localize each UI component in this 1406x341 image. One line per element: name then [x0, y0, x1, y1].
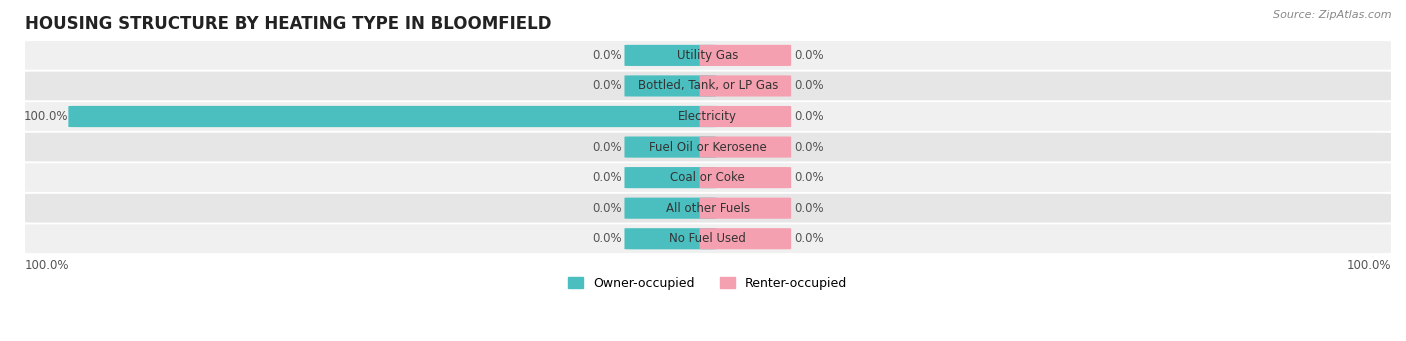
Text: 0.0%: 0.0% [794, 140, 824, 153]
FancyBboxPatch shape [700, 45, 792, 66]
Text: Bottled, Tank, or LP Gas: Bottled, Tank, or LP Gas [638, 79, 778, 92]
FancyBboxPatch shape [624, 198, 716, 219]
Text: 0.0%: 0.0% [794, 232, 824, 245]
FancyBboxPatch shape [25, 72, 1391, 100]
Text: 0.0%: 0.0% [592, 202, 621, 215]
Text: 0.0%: 0.0% [592, 232, 621, 245]
FancyBboxPatch shape [624, 228, 716, 249]
FancyBboxPatch shape [700, 167, 792, 188]
Text: 0.0%: 0.0% [592, 140, 621, 153]
FancyBboxPatch shape [624, 167, 716, 188]
FancyBboxPatch shape [700, 198, 792, 219]
FancyBboxPatch shape [700, 75, 792, 97]
Text: Source: ZipAtlas.com: Source: ZipAtlas.com [1274, 10, 1392, 20]
FancyBboxPatch shape [25, 224, 1391, 253]
FancyBboxPatch shape [25, 41, 1391, 70]
Text: 0.0%: 0.0% [592, 49, 621, 62]
Text: Fuel Oil or Kerosene: Fuel Oil or Kerosene [650, 140, 766, 153]
FancyBboxPatch shape [624, 45, 716, 66]
FancyBboxPatch shape [624, 136, 716, 158]
Text: 0.0%: 0.0% [592, 79, 621, 92]
FancyBboxPatch shape [69, 106, 718, 127]
Text: 100.0%: 100.0% [24, 110, 69, 123]
Text: 0.0%: 0.0% [794, 110, 824, 123]
Legend: Owner-occupied, Renter-occupied: Owner-occupied, Renter-occupied [564, 272, 852, 295]
Text: All other Fuels: All other Fuels [666, 202, 749, 215]
Text: HOUSING STRUCTURE BY HEATING TYPE IN BLOOMFIELD: HOUSING STRUCTURE BY HEATING TYPE IN BLO… [25, 15, 551, 33]
FancyBboxPatch shape [624, 75, 716, 97]
FancyBboxPatch shape [25, 102, 1391, 131]
Text: Electricity: Electricity [678, 110, 737, 123]
Text: 0.0%: 0.0% [794, 79, 824, 92]
Text: 100.0%: 100.0% [25, 258, 69, 272]
FancyBboxPatch shape [25, 133, 1391, 161]
FancyBboxPatch shape [25, 194, 1391, 223]
Text: 0.0%: 0.0% [794, 202, 824, 215]
FancyBboxPatch shape [700, 228, 792, 249]
Text: Utility Gas: Utility Gas [678, 49, 738, 62]
Text: 0.0%: 0.0% [592, 171, 621, 184]
Text: 0.0%: 0.0% [794, 171, 824, 184]
FancyBboxPatch shape [700, 106, 792, 127]
Text: No Fuel Used: No Fuel Used [669, 232, 747, 245]
FancyBboxPatch shape [700, 136, 792, 158]
FancyBboxPatch shape [25, 163, 1391, 192]
Text: Coal or Coke: Coal or Coke [671, 171, 745, 184]
Text: 100.0%: 100.0% [1347, 258, 1391, 272]
Text: 0.0%: 0.0% [794, 49, 824, 62]
